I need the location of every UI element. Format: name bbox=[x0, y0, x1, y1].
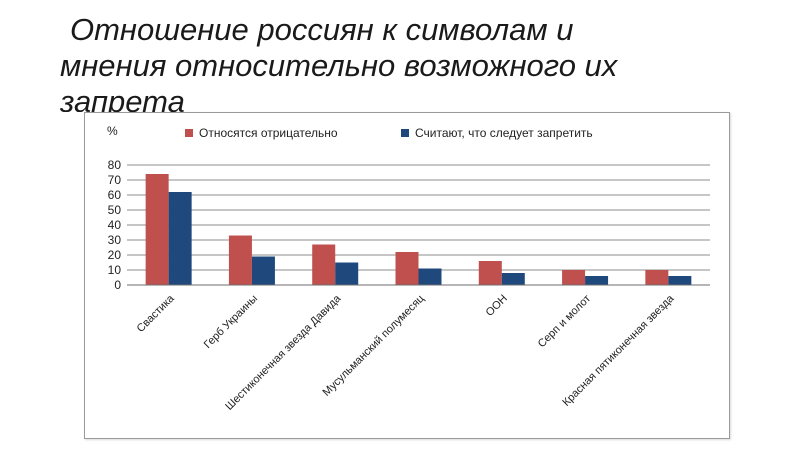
title-line-2: мнения относительно возможного их bbox=[60, 48, 618, 83]
bar bbox=[251, 256, 275, 285]
x-tick-label: ООН bbox=[484, 293, 510, 319]
bar bbox=[335, 262, 359, 285]
bar bbox=[312, 244, 336, 285]
legend-swatch bbox=[185, 129, 193, 137]
y-tick-label: 20 bbox=[108, 248, 122, 262]
bar bbox=[478, 261, 502, 285]
x-tick-label: Герб Украины bbox=[202, 293, 260, 351]
legend-swatch bbox=[401, 129, 409, 137]
bar bbox=[145, 174, 169, 285]
bar bbox=[395, 252, 419, 285]
legend-label: Считают, что следует запретить bbox=[415, 126, 593, 140]
x-tick-label: Свастика bbox=[135, 292, 178, 335]
y-tick-label: 10 bbox=[108, 263, 122, 277]
y-tick-label: 80 bbox=[108, 158, 122, 172]
slide-title: Отношение россиян к символам и мнения от… bbox=[60, 12, 760, 112]
bar bbox=[562, 270, 586, 285]
y-tick-label: 30 bbox=[108, 233, 122, 247]
title-line-3: запрета bbox=[60, 84, 185, 112]
chart-frame: 0 10 20 30 40 50 60 70 80% Относятся отрицательно… bbox=[84, 112, 730, 439]
x-tick-label: Серп и молот bbox=[536, 293, 593, 350]
title-line-1: Отношение россиян к символам и bbox=[70, 12, 574, 47]
y-tick-label: 40 bbox=[108, 218, 122, 232]
y-tick-label: 60 bbox=[108, 188, 122, 202]
bar bbox=[501, 273, 525, 285]
x-tick-label: Мусульманский полумесяц bbox=[321, 292, 428, 399]
legend-label: Относятся отрицательно bbox=[199, 126, 338, 140]
bar bbox=[168, 192, 192, 285]
bar bbox=[668, 276, 692, 285]
bar bbox=[645, 270, 669, 285]
y-tick-label: 70 bbox=[108, 173, 122, 187]
bar bbox=[585, 276, 609, 285]
bar bbox=[418, 268, 442, 285]
y-tick-label: 0 bbox=[114, 278, 121, 292]
y-axis-label: % bbox=[107, 124, 118, 138]
y-tick-label: 50 bbox=[108, 203, 122, 217]
bar bbox=[228, 235, 252, 285]
